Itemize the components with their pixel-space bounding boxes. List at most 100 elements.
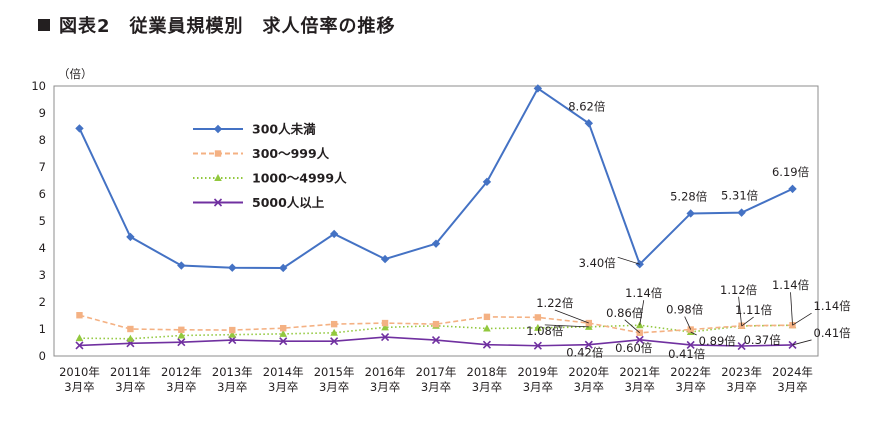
data-point (381, 319, 389, 327)
x-tick-label: 2016年 3月卒 (365, 365, 406, 394)
legend-marker (214, 150, 222, 157)
callout-leader-line (792, 339, 812, 346)
y-tick-label: 9 (39, 106, 46, 120)
y-tick-label: 1 (39, 322, 46, 336)
data-point (228, 330, 237, 338)
callout-leader-line (554, 309, 589, 324)
data-point (228, 263, 237, 272)
series-line (79, 314, 793, 334)
legend-label: 300人未満 (252, 122, 316, 137)
callout-leader-line (639, 300, 645, 326)
callout-leader-line (738, 296, 742, 326)
x-tick-label: 2012年 3月卒 (161, 365, 202, 394)
legend: 300人未満 300～999人 1000～4999人 5000人以上 (193, 122, 347, 210)
title-square-icon (38, 19, 50, 31)
data-callout-label: 5.28倍 (670, 189, 708, 203)
y-tick-label: 5 (39, 214, 46, 228)
series-layer (75, 84, 797, 351)
legend-marker (214, 174, 222, 181)
data-point (75, 341, 84, 350)
data-point (483, 313, 491, 321)
x-tick-label: 2013年 3月卒 (212, 365, 253, 394)
series-1 (75, 84, 797, 273)
data-point (483, 324, 491, 332)
data-point (737, 341, 746, 351)
data-point (482, 340, 491, 349)
chart-title-row: 図表2 従業員規模別 求人倍率の推移 (38, 12, 396, 38)
callout-leader-line (792, 312, 812, 326)
x-tick-label: 2017年 3月卒 (416, 365, 457, 394)
data-point (330, 328, 338, 336)
x-tick-label: 2014年 3月卒 (263, 365, 304, 394)
x-tick-label: 2021年 3月卒 (619, 365, 660, 394)
y-tick-label: 3 (39, 268, 46, 282)
x-axis: 2010年 3月卒 2011年 3月卒 2012年 3月卒 2013年 3月卒 2014年 3月卒… (59, 365, 813, 394)
y-tick-label: 2 (39, 295, 46, 309)
data-callout-label: 0.37倍 (744, 333, 782, 347)
data-callout-label: 5.31倍 (721, 189, 759, 203)
data-point (635, 335, 644, 344)
data-point (127, 325, 134, 333)
data-callout-label: 0.60倍 (615, 341, 653, 355)
x-tick-label: 2010年 3月卒 (59, 365, 100, 394)
data-point (279, 337, 288, 346)
data-point (584, 119, 593, 128)
x-tick-label: 2011年 3月卒 (110, 365, 151, 394)
legend-label: 5000人以上 (252, 195, 325, 210)
series-4 (75, 333, 797, 351)
data-point (686, 209, 695, 218)
data-callout-label: 0.42倍 (566, 346, 604, 360)
legend-marker (213, 198, 223, 207)
data-point (229, 326, 236, 334)
y-tick-label: 8 (39, 133, 46, 147)
x-tick-label: 2022年 3月卒 (670, 365, 711, 394)
y-axis-unit-label: （倍） (58, 67, 93, 81)
data-callout-label: 1.11倍 (735, 303, 773, 317)
x-tick-label: 2020年 3月卒 (568, 365, 609, 394)
callout-leader-line (790, 292, 793, 326)
data-point (533, 341, 542, 350)
data-point (126, 334, 135, 342)
data-point (534, 323, 542, 331)
x-tick-label: 2018年 3月卒 (467, 365, 508, 394)
y-tick-label: 6 (39, 187, 46, 201)
data-point (381, 333, 390, 342)
data-point (431, 239, 441, 248)
callout-leader-line (544, 324, 589, 328)
data-callout-label: 1.12倍 (720, 283, 758, 297)
annotation-layer: 8.62倍 3.40倍 5.28倍 5.31倍 6.19倍 1.22倍 0.86倍 0.98倍… (526, 99, 851, 361)
data-point (584, 340, 593, 349)
data-point (178, 326, 185, 334)
y-tick-label: 7 (39, 160, 46, 174)
callout-leader-line (690, 331, 697, 336)
data-point (177, 331, 186, 339)
data-callout-label: 0.41倍 (814, 326, 852, 340)
y-tick-label: 10 (31, 79, 46, 93)
data-point (279, 329, 287, 337)
data-callout-label: 1.14倍 (625, 286, 663, 300)
data-point (585, 322, 593, 330)
data-callout-label: 1.14倍 (814, 299, 852, 313)
data-callout-label: 3.40倍 (579, 256, 617, 270)
data-point (177, 338, 186, 347)
data-point (330, 337, 339, 346)
data-callout-label: 0.86倍 (606, 306, 644, 320)
y-tick-label: 0 (39, 349, 46, 363)
plot-area (53, 85, 819, 357)
data-callout-label: 6.19倍 (772, 165, 810, 179)
data-point (788, 184, 797, 194)
x-tick-label: 2024年 3月卒 (772, 365, 813, 394)
data-point (381, 323, 389, 331)
y-tick-label: 4 (39, 241, 46, 255)
data-callout-label: 0.41倍 (668, 347, 706, 361)
x-tick-label: 2019年 3月卒 (517, 365, 558, 394)
x-tick-label: 2015年 3月卒 (314, 365, 355, 394)
data-point (737, 208, 746, 217)
data-point (126, 232, 135, 242)
y-axis: 0 1 2 3 4 5 6 7 8 9 10 (31, 79, 46, 363)
data-point (279, 263, 288, 273)
callout-leader-line (684, 316, 692, 330)
data-callout-label: 1.22倍 (536, 296, 574, 310)
data-point (280, 324, 287, 332)
